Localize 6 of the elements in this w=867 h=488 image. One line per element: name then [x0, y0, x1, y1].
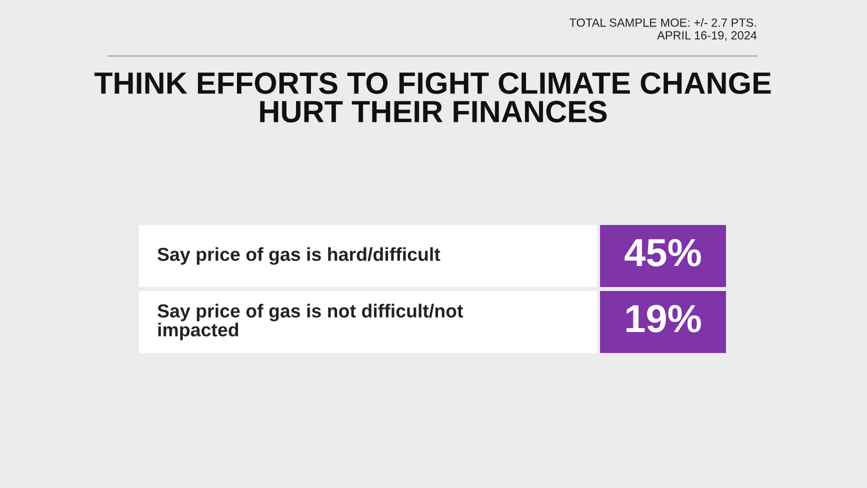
text: THINK EFFORTS TO FIGHT CLIMATE CHANGE HURT THEIR FINANCES: [94, 72, 771, 122]
category-label: Say price of gas is not difficult/not impacted: [158, 304, 464, 340]
text: TOTAL SAMPLE MOE: +/- 2.7 PTS. APRIL 16-19, 2024: [570, 18, 757, 41]
category-label: Say price of gas is hard/difficult: [158, 247, 440, 265]
data-label: 19%: [626, 304, 701, 332]
data-label: 45%: [624, 239, 701, 266]
